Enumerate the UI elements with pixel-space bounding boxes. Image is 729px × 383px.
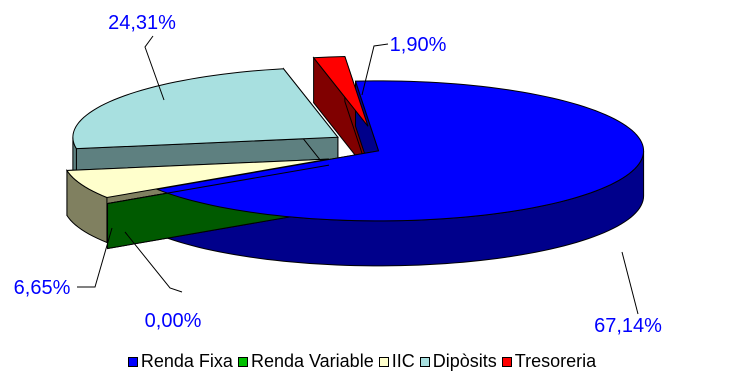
leader-line-iic xyxy=(77,227,113,288)
data-label-dip-sits: 24,31% xyxy=(108,12,176,34)
legend-item-iic: IIC xyxy=(378,351,415,372)
data-label-iic: 6,65% xyxy=(14,277,71,299)
legend-label-diposits: Dipòsits xyxy=(432,351,497,371)
legend-label-tresoreria: Tresoreria xyxy=(514,351,597,371)
pie-chart: 67,14% 0,00% 6,65% 24,31% 1,90% xyxy=(14,12,662,337)
legend-label-renda-variable: Renda Variable xyxy=(250,351,374,371)
pie-slice-renda-fixa xyxy=(155,80,645,222)
legend-label-renda-fixa: Renda Fixa xyxy=(140,351,233,371)
pie-slice-iic xyxy=(66,158,329,199)
legend-label-iic: IIC xyxy=(391,351,415,371)
legend-item-renda-fixa: Renda Fixa xyxy=(127,351,233,372)
legend-swatch-renda-variable xyxy=(237,356,248,367)
leader-line-renda-variable xyxy=(124,231,183,293)
chart-legend: Renda Fixa Renda Variable IIC Dipòsits T… xyxy=(0,351,729,372)
legend-item-tresoreria: Tresoreria xyxy=(501,351,597,372)
leader-line-tresoreria xyxy=(361,43,389,96)
legend-swatch-tresoreria xyxy=(501,356,512,367)
data-label-renda-variable: 0,00% xyxy=(145,310,202,332)
leader-line-dip-sits xyxy=(144,35,165,101)
leader-line-renda-fixa xyxy=(621,251,639,315)
legend-swatch-iic xyxy=(378,356,389,367)
data-label-renda-fixa: 67,14% xyxy=(594,315,662,337)
pie-slice-tresoreria xyxy=(312,56,369,127)
legend-item-renda-variable: Renda Variable xyxy=(237,351,374,372)
data-label-tresoreria: 1,90% xyxy=(390,34,447,56)
legend-swatch-renda-fixa xyxy=(127,356,138,367)
legend-swatch-diposits xyxy=(419,356,430,367)
legend-item-diposits: Dipòsits xyxy=(419,351,497,372)
pie-slice-dip-sits xyxy=(72,68,339,150)
